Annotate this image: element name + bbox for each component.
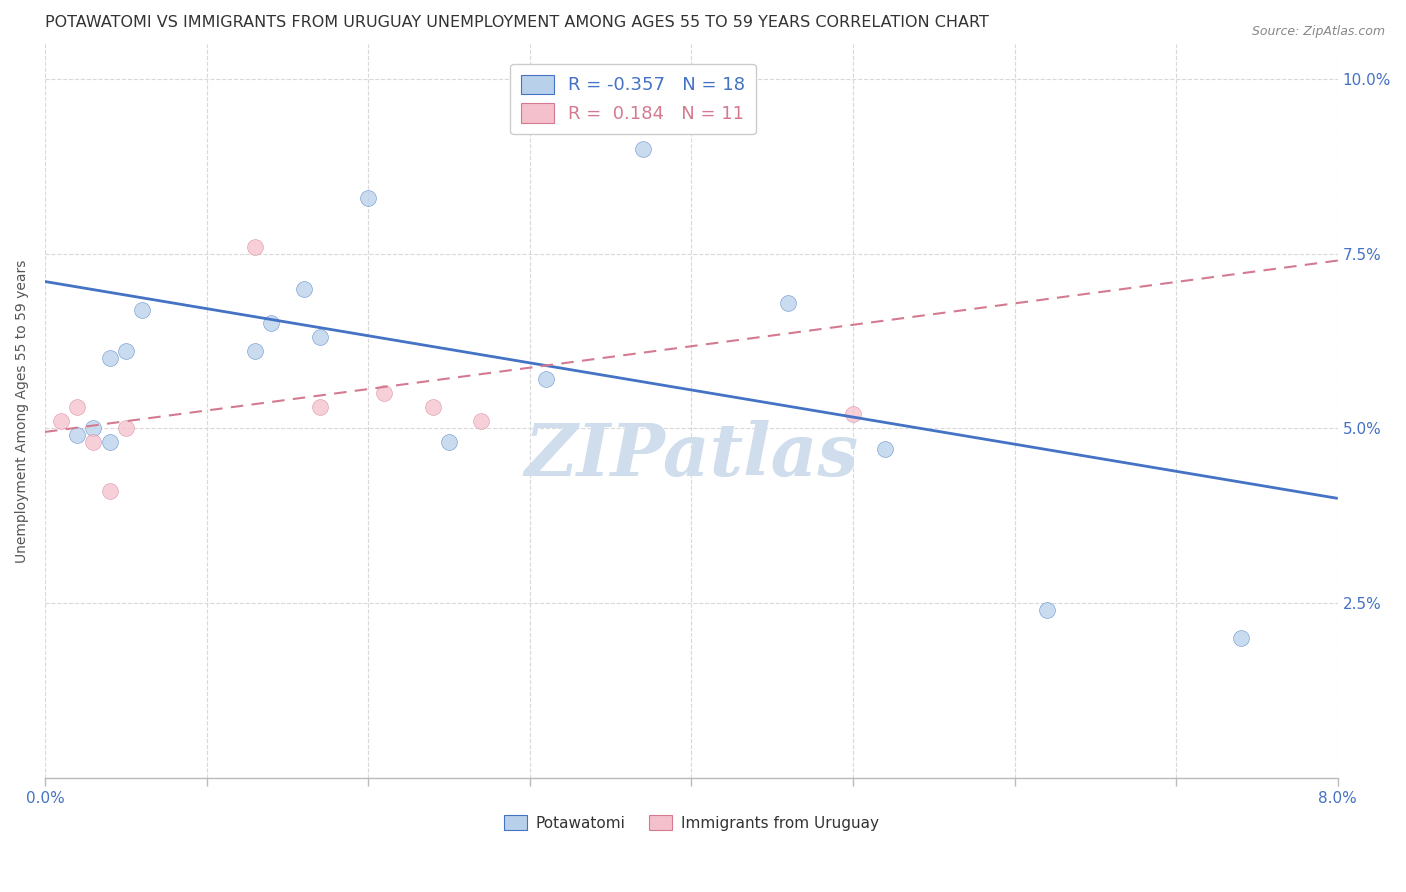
Point bbox=[631, 142, 654, 156]
Point bbox=[66, 401, 89, 415]
Point bbox=[308, 330, 330, 344]
Point bbox=[114, 421, 136, 435]
Point bbox=[98, 435, 121, 450]
Point bbox=[82, 421, 104, 435]
Point bbox=[357, 190, 380, 204]
Point bbox=[260, 317, 283, 331]
Point bbox=[243, 239, 266, 253]
Point bbox=[98, 351, 121, 366]
Point bbox=[470, 414, 492, 428]
Point bbox=[842, 408, 865, 422]
Point bbox=[98, 484, 121, 499]
Point bbox=[308, 401, 330, 415]
Point bbox=[422, 401, 444, 415]
Point bbox=[66, 428, 89, 442]
Point bbox=[437, 435, 460, 450]
Text: Source: ZipAtlas.com: Source: ZipAtlas.com bbox=[1251, 25, 1385, 38]
Point bbox=[875, 442, 897, 457]
Point bbox=[373, 386, 395, 401]
Point bbox=[1230, 632, 1253, 646]
Point bbox=[114, 344, 136, 359]
Text: ZIPatlas: ZIPatlas bbox=[524, 419, 859, 491]
Point bbox=[49, 414, 72, 428]
Text: POTAWATOMI VS IMMIGRANTS FROM URUGUAY UNEMPLOYMENT AMONG AGES 55 TO 59 YEARS COR: POTAWATOMI VS IMMIGRANTS FROM URUGUAY UN… bbox=[45, 15, 988, 30]
Point bbox=[243, 344, 266, 359]
Point bbox=[82, 435, 104, 450]
Point bbox=[292, 281, 315, 295]
Point bbox=[131, 302, 153, 317]
Point bbox=[534, 372, 557, 386]
Y-axis label: Unemployment Among Ages 55 to 59 years: Unemployment Among Ages 55 to 59 years bbox=[15, 260, 30, 563]
Point bbox=[778, 295, 800, 310]
Point bbox=[1036, 603, 1059, 617]
Legend: Potawatomi, Immigrants from Uruguay: Potawatomi, Immigrants from Uruguay bbox=[498, 808, 884, 837]
